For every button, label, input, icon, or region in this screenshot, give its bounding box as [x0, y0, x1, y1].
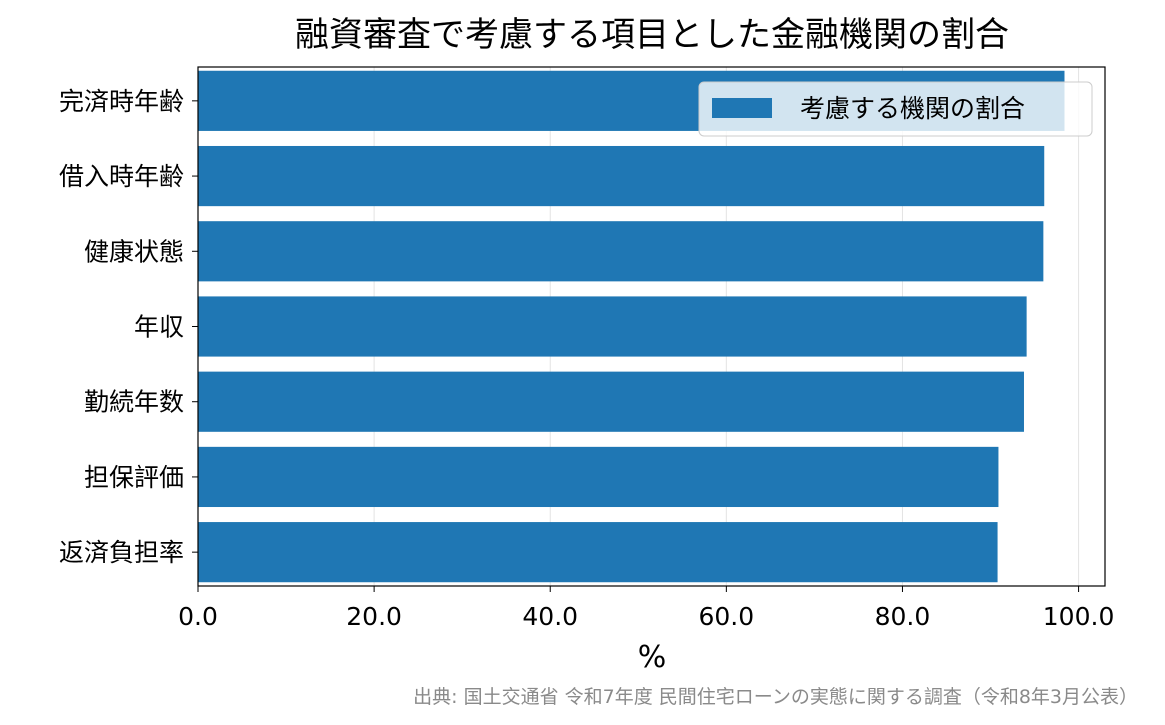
- legend: 考慮する機関の割合: [698, 81, 1093, 137]
- y-tick-label: 健康状態: [84, 237, 184, 266]
- chart-title: 融資審査で考慮する項目とした金融機関の割合: [295, 15, 1009, 55]
- bar: [198, 145, 1045, 207]
- legend-swatch: [712, 98, 772, 118]
- x-tick-label: 80.0: [875, 602, 931, 631]
- y-tick-label: 勤続年数: [84, 388, 184, 417]
- x-tick-label: 60.0: [699, 602, 755, 631]
- x-tick-label: 40.0: [522, 602, 578, 631]
- x-axis: 0.0 20.0 40.0 60.0 80.0 100.0: [178, 586, 1114, 631]
- y-tick-label: 完済時年齢: [59, 87, 184, 116]
- bars: [198, 70, 1065, 583]
- x-axis-label: %: [638, 640, 667, 675]
- y-tick-label: 借入時年齢: [59, 162, 184, 191]
- x-tick-label: 20.0: [346, 602, 402, 631]
- y-tick-label: 担保評価: [84, 463, 184, 492]
- y-tick-label: 年収: [134, 313, 184, 342]
- bar: [198, 446, 999, 508]
- bar: [198, 371, 1024, 432]
- x-tick-label: 100.0: [1043, 602, 1115, 631]
- bar: [198, 522, 998, 583]
- source-note: 出典: 国土交通省 令和7年度 民間住宅ローンの実態に関する調査（令和8年3月公…: [413, 686, 1138, 708]
- bar: [198, 221, 1044, 282]
- x-tick-label: 0.0: [178, 602, 218, 631]
- legend-label: 考慮する機関の割合: [800, 94, 1025, 123]
- y-tick-label: 返済負担率: [59, 538, 184, 567]
- legend-box: [698, 81, 1093, 137]
- bar: [198, 296, 1027, 357]
